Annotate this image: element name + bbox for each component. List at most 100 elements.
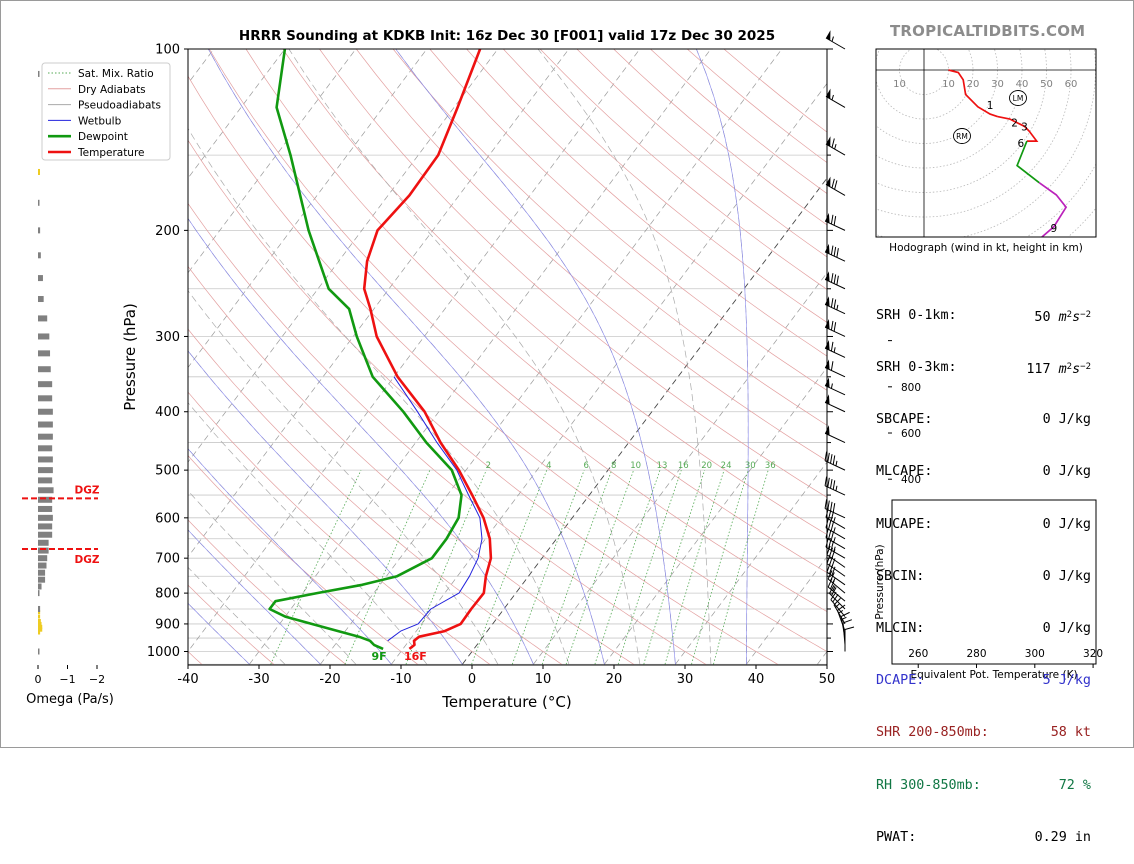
wind-barb-full	[831, 532, 833, 541]
wind-barb	[826, 89, 845, 108]
stat-number: 50	[1034, 310, 1050, 325]
stat-value: 72 %	[1059, 777, 1091, 794]
mix-ratio-label: 13	[657, 461, 668, 471]
wind-barb-staff	[825, 461, 845, 470]
omega-bar	[38, 467, 53, 473]
dry-adiabat-line	[173, 49, 850, 664]
stat-label: SBCIN:	[876, 568, 924, 585]
stat-number: 117	[1026, 362, 1050, 377]
legend-label: Temperature	[77, 147, 145, 159]
wind-barb-full	[843, 620, 852, 623]
omega-bar	[38, 350, 50, 356]
stat-value: 117 m2s−2	[1026, 359, 1091, 378]
wind-barb-half	[834, 537, 835, 542]
surface-labels: 9F 16F	[372, 650, 427, 663]
x-tick-label: -10	[390, 672, 411, 687]
wind-barb-full	[837, 248, 839, 257]
wind-barb-full	[833, 503, 835, 512]
omega-bar	[38, 615, 40, 619]
mix-ratio-label: 6	[584, 461, 589, 471]
pseudoadiabat-line	[396, 49, 676, 664]
x-tick-label: -30	[248, 672, 269, 687]
wind-barb	[826, 136, 845, 155]
stat-label: RH 300-850mb:	[876, 777, 981, 794]
omega-bar	[38, 169, 40, 175]
wind-barb-full	[829, 520, 831, 529]
wind-barb	[826, 30, 845, 49]
omega-bar	[38, 315, 47, 321]
wind-barb-half	[832, 37, 833, 42]
wind-barb-half	[842, 617, 847, 619]
pseudoadiabat-line	[289, 49, 640, 664]
stat-label: SBCAPE:	[876, 411, 932, 428]
legend-label: Pseudoadiabats	[78, 100, 161, 112]
dry-adiabat-line	[136, 49, 778, 664]
mix-ratio-label: 10	[630, 461, 641, 471]
stat-label: SRH 0-1km:	[876, 307, 957, 324]
skewt-profiles	[270, 49, 491, 649]
hodograph-ring	[679, 0, 1134, 315]
mix-ratio-line	[665, 470, 724, 664]
omega-bar	[38, 275, 43, 281]
mix-ratio-line	[714, 470, 769, 664]
stat-value: 5 J/kg	[1043, 672, 1091, 689]
hodograph-ring-label: 40	[1016, 79, 1029, 90]
wind-barb-full	[831, 273, 833, 282]
omega-bar	[38, 649, 40, 655]
mix-ratio-label: 8	[611, 461, 616, 471]
wind-barb-half	[834, 527, 835, 532]
omega-bar	[38, 487, 54, 493]
omega-bar	[38, 227, 40, 233]
dgz-label: DGZ	[75, 484, 100, 496]
omega-bar	[38, 252, 41, 258]
stat-row-mucape: MUCAPE:0 J/kg	[876, 516, 1091, 533]
wind-barb	[826, 508, 845, 528]
wind-barb-staff	[825, 486, 845, 495]
omega-bar	[38, 409, 53, 415]
stat-row-dcape: DCAPE:5 J/kg	[876, 672, 1091, 689]
omega-axis-label: Omega (Pa/s)	[26, 692, 114, 707]
wind-barb-full	[834, 299, 836, 308]
stat-label: PWAT:	[876, 829, 916, 846]
wind-barb	[825, 394, 845, 411]
x-tick-label: -20	[319, 672, 340, 687]
stat-row-sbcin: SBCIN:0 J/kg	[876, 568, 1091, 585]
wind-barb	[825, 296, 845, 313]
wind-barb-full	[831, 511, 833, 520]
stat-value: 0 J/kg	[1043, 411, 1091, 428]
pseudoadiabat-line	[538, 49, 711, 664]
omega-bar	[38, 506, 52, 512]
surface-temperature-label: 16F	[404, 650, 427, 663]
y-tick-label: 100	[155, 43, 180, 58]
stat-value: 58 kt	[1051, 724, 1091, 741]
mix-ratio-line	[512, 470, 584, 664]
wind-barb-full	[825, 452, 827, 461]
omega-bar	[38, 296, 44, 302]
wind-barb	[826, 177, 845, 196]
omega-bar	[38, 422, 53, 428]
wind-barb	[828, 579, 845, 602]
omega-bar	[38, 523, 52, 529]
stat-row-srh3: SRH 0-3km:117 m2s−2	[876, 359, 1091, 376]
wind-barb-half	[836, 486, 837, 491]
hodograph-ring-label: 10	[893, 79, 906, 90]
sounding-parameters: SRH 0-1km:50 m2s−2 SRH 0-3km:117 m2s−2 S…	[876, 272, 1091, 864]
chart-title: HRRR Sounding at KDKB Init: 16z Dec 30 […	[239, 28, 775, 44]
x-tick-label: 10	[535, 672, 552, 687]
omega-bar	[38, 395, 52, 401]
stat-row-sbcape: SBCAPE: 0 J/kg	[876, 411, 1091, 428]
wetbulb-reference-line	[696, 49, 748, 664]
surface-dewpoint-label: 9F	[372, 650, 387, 663]
omega-bar	[38, 71, 40, 77]
wind-barb	[825, 359, 845, 376]
wind-barb-full	[833, 480, 835, 489]
wind-barb-half	[834, 347, 835, 352]
omega-bar	[38, 583, 42, 589]
hodograph-ring-label: 60	[1065, 79, 1078, 90]
omega-bar	[38, 445, 52, 451]
wind-barb	[825, 244, 845, 261]
stat-row-rh: RH 300-850mb: 72 %	[876, 777, 1091, 794]
wind-barb-full	[833, 455, 835, 464]
stat-value: 0.29 in	[1035, 829, 1091, 846]
